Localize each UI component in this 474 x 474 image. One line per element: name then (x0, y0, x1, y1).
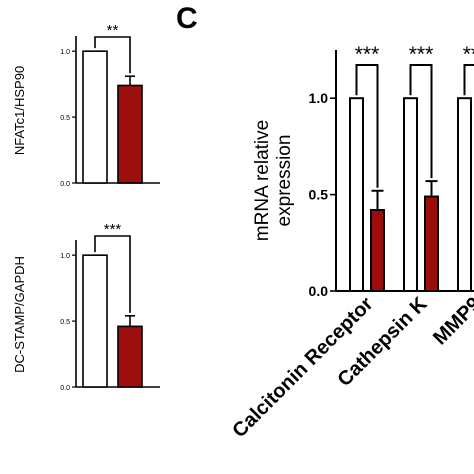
y-tick-label: 1.0 (60, 49, 70, 56)
y-tick-label: 1.0 (309, 90, 329, 106)
control-bar (82, 254, 108, 388)
y-tick-label: 1.0 (60, 253, 70, 260)
significance-stars: *** (355, 43, 380, 66)
panel-label-c: C (176, 2, 198, 35)
significance-bracket (355, 64, 379, 188)
y-tick-label: 0.5 (60, 115, 70, 122)
significance-stars: ** (107, 22, 119, 39)
y-axis-label: DC-STAMP/GAPDH (12, 256, 27, 373)
significance-stars: *** (104, 221, 122, 238)
y-tick-label: 0.5 (60, 319, 70, 326)
dc-stamp-chart: 0.0 0.5 1.0 DC-STAMP/GAPDH *** (12, 221, 160, 392)
significance-stars: *** (463, 43, 474, 66)
y-tick-label: 0.0 (309, 283, 329, 299)
y-tick-label: 0.5 (309, 187, 329, 203)
significance-bracket (94, 36, 131, 74)
treated-bar (370, 209, 385, 292)
control-bar (82, 50, 108, 184)
nfatc1-chart: 0.0 0.5 1.0 NFATc1/HSP90 ** (12, 22, 160, 188)
treated-bar (117, 84, 143, 184)
y-tick-label: 0.0 (60, 385, 70, 392)
y-axis-label: NFATc1/HSP90 (12, 66, 27, 155)
control-bar (457, 97, 472, 292)
y-tick-label: 0.0 (60, 181, 70, 188)
y-axis-label-line: expression (274, 135, 295, 227)
x-category-label: MMP9 (429, 293, 474, 349)
significance-stars: *** (409, 43, 434, 66)
significance-bracket (409, 64, 433, 179)
control-bar (403, 97, 418, 292)
y-axis-label-line: mRNA relative (252, 120, 273, 241)
significance-bracket (94, 235, 131, 313)
treated-bar (117, 325, 143, 388)
treated-bar (424, 195, 439, 292)
control-bar (349, 97, 364, 292)
significance-bracket (463, 64, 474, 96)
